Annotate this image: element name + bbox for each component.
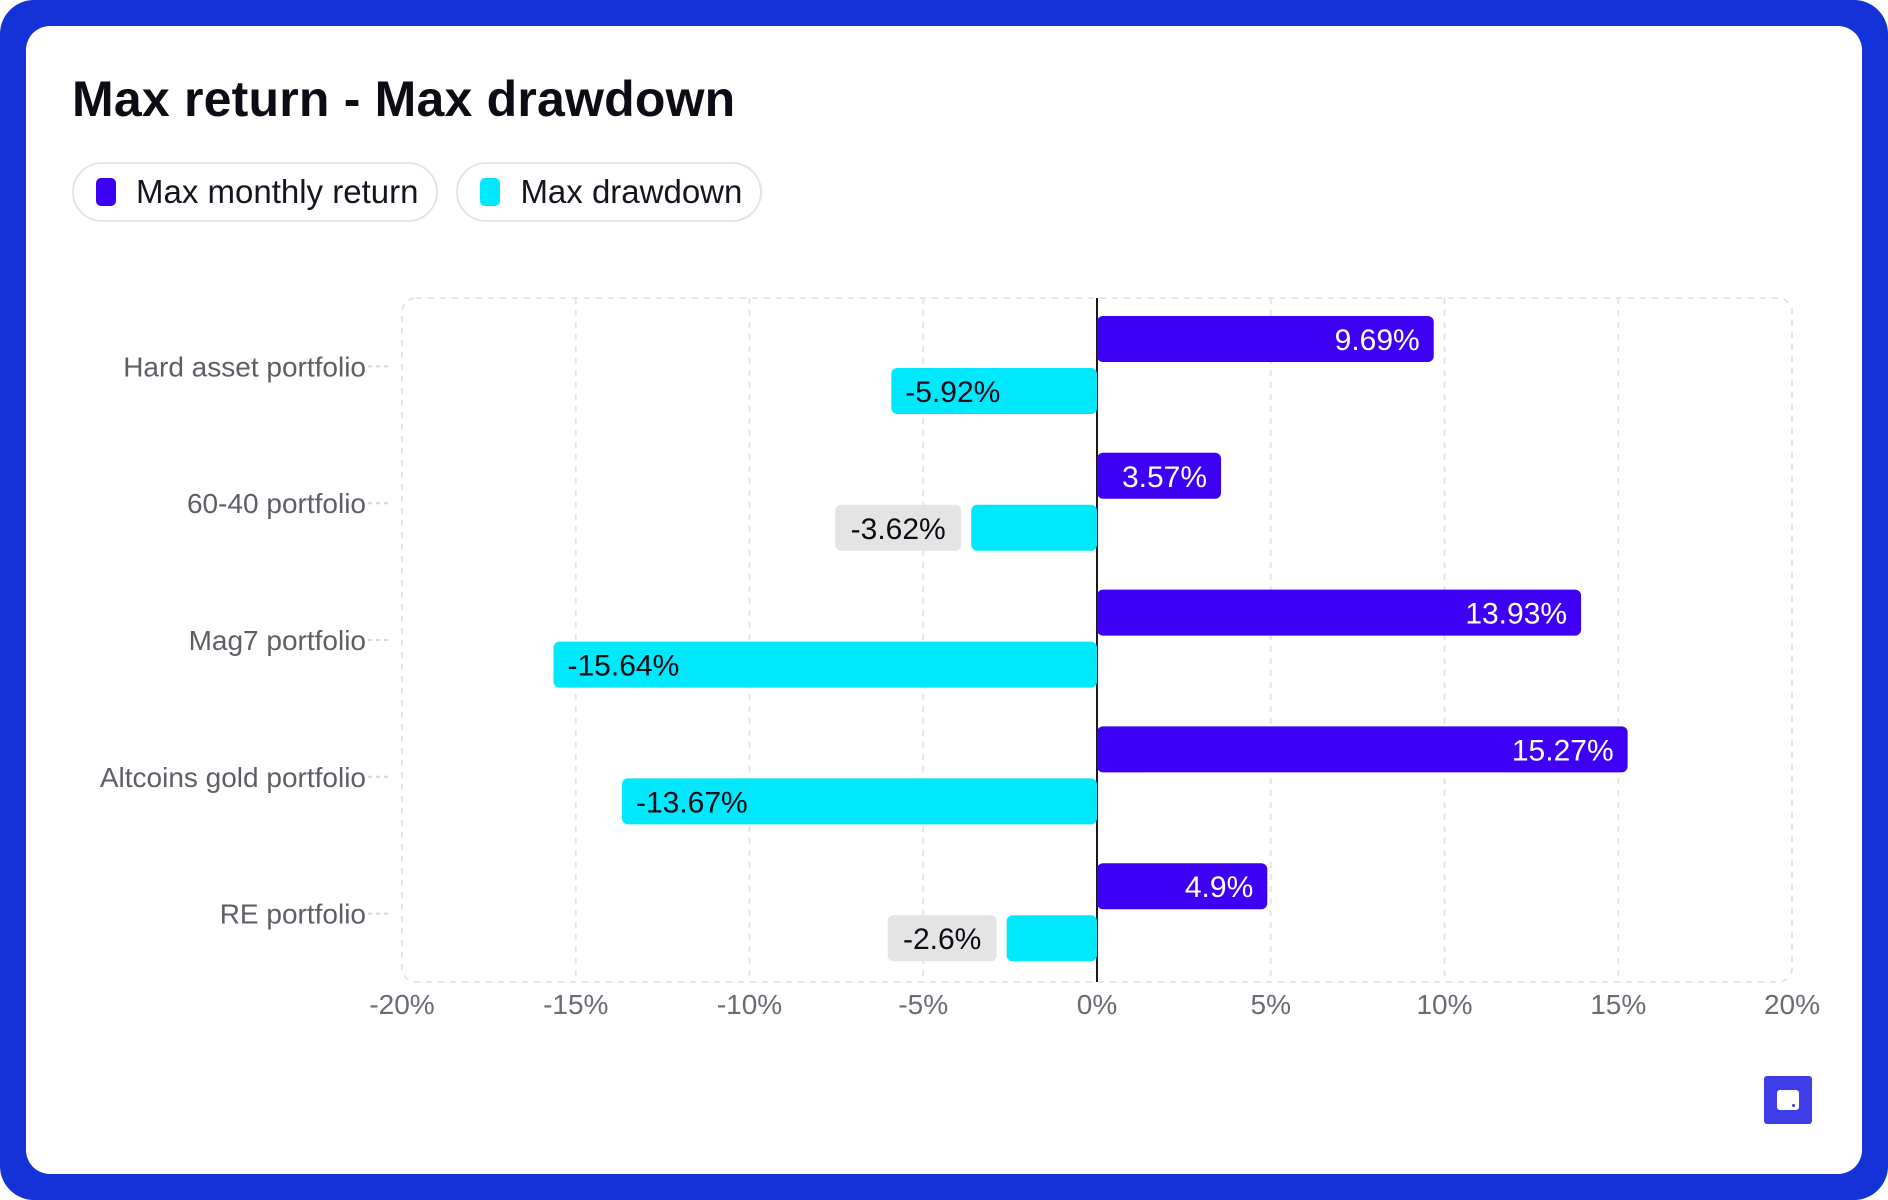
data-label: 15.27% [1512, 734, 1614, 767]
comment-icon [1777, 1090, 1799, 1110]
data-label: -13.67% [636, 786, 748, 819]
category-label: 60-40 portfolio [187, 488, 366, 519]
data-label: 13.93% [1465, 598, 1567, 631]
drawdown-bar[interactable] [891, 368, 1097, 414]
category-label: RE portfolio [220, 899, 366, 930]
drawdown-bar[interactable] [621, 778, 1097, 825]
category-label: Mag7 portfolio [189, 625, 366, 656]
plot-area [401, 297, 1793, 983]
data-label: 3.57% [1122, 461, 1207, 494]
x-tick-label: 0% [1077, 989, 1117, 1020]
data-label-pill [887, 915, 997, 962]
return-bar[interactable] [1097, 589, 1582, 636]
data-label: -5.92% [905, 376, 1000, 409]
legend-swatch-return [96, 178, 116, 206]
legend-item-max-drawdown[interactable]: Max drawdown [456, 162, 763, 222]
data-label: -3.62% [851, 513, 946, 546]
x-tick-label: 10% [1416, 989, 1472, 1020]
data-label: -15.64% [568, 650, 680, 683]
x-tick-label: 20% [1764, 989, 1820, 1020]
chart-title: Max return - Max drawdown [72, 71, 736, 127]
return-bar[interactable] [1097, 726, 1628, 773]
legend-swatch-drawdown [480, 178, 501, 206]
legend: Max monthly return Max drawdown [72, 162, 763, 222]
x-tick-label: 15% [1590, 989, 1646, 1020]
legend-label-return: Max monthly return [136, 173, 419, 210]
x-tick-label: -10% [717, 989, 782, 1020]
category-label: Altcoins gold portfolio [100, 762, 366, 793]
drawdown-bar[interactable] [1006, 915, 1097, 962]
x-tick-label: -5% [898, 989, 948, 1020]
category-label: Hard asset portfolio [123, 351, 366, 382]
data-label: 9.69% [1335, 324, 1420, 357]
return-bar[interactable] [1097, 452, 1222, 499]
x-tick-label: 5% [1251, 989, 1291, 1020]
x-tick-label: -15% [543, 989, 608, 1020]
drawdown-bar[interactable] [553, 641, 1097, 688]
return-bar[interactable] [1097, 863, 1268, 910]
drawdown-bar[interactable] [971, 504, 1097, 551]
data-label: 4.9% [1185, 871, 1253, 904]
legend-item-max-monthly-return[interactable]: Max monthly return [72, 162, 439, 222]
data-label-pill [835, 504, 962, 551]
legend-label-drawdown: Max drawdown [520, 173, 743, 210]
comment-button[interactable] [1764, 1076, 1812, 1124]
x-tick-label: -20% [369, 989, 434, 1020]
return-bar[interactable] [1097, 316, 1434, 362]
data-label: -2.6% [903, 923, 981, 956]
